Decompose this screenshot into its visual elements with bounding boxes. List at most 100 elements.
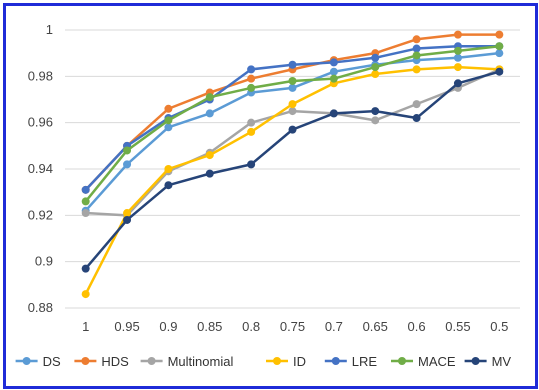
y-tick-label: 0.94 bbox=[28, 161, 53, 176]
x-tick-label: 1 bbox=[82, 319, 89, 334]
data-point bbox=[81, 290, 90, 299]
data-point bbox=[371, 116, 380, 125]
data-point bbox=[288, 83, 297, 92]
legend-item: LRE bbox=[324, 354, 378, 369]
legend-label: HDS bbox=[101, 354, 129, 369]
data-point bbox=[247, 65, 256, 74]
legend-item: MV bbox=[464, 354, 512, 369]
data-point bbox=[205, 93, 214, 102]
legend-item: Multinomial bbox=[140, 354, 234, 369]
legend-label: LRE bbox=[352, 354, 378, 369]
data-point bbox=[164, 116, 173, 125]
data-point bbox=[495, 42, 504, 51]
data-point bbox=[412, 35, 421, 44]
data-point bbox=[495, 49, 504, 58]
legend-marker bbox=[398, 357, 406, 365]
data-point bbox=[247, 127, 256, 136]
data-point bbox=[247, 160, 256, 169]
data-point bbox=[453, 79, 462, 88]
data-point bbox=[81, 185, 90, 194]
data-point bbox=[495, 67, 504, 76]
legend-item: MACE bbox=[391, 354, 456, 369]
series-lines bbox=[81, 30, 504, 299]
y-tick-label: 0.96 bbox=[28, 115, 53, 130]
data-point bbox=[123, 215, 132, 224]
data-point bbox=[123, 160, 132, 169]
data-point bbox=[288, 125, 297, 134]
data-point bbox=[81, 209, 90, 218]
data-point bbox=[329, 74, 338, 83]
data-point bbox=[329, 67, 338, 76]
x-tick-label: 0.6 bbox=[408, 319, 426, 334]
x-tick-label: 0.85 bbox=[197, 319, 222, 334]
data-point bbox=[412, 44, 421, 53]
data-point bbox=[453, 63, 462, 72]
x-tick-label: 0.8 bbox=[242, 319, 260, 334]
data-point bbox=[495, 30, 504, 39]
series-mace bbox=[81, 42, 504, 206]
data-point bbox=[453, 30, 462, 39]
legend-marker bbox=[471, 357, 480, 365]
data-point bbox=[329, 58, 338, 67]
legend-label: ID bbox=[293, 354, 306, 369]
data-point bbox=[453, 53, 462, 62]
x-axis: 1 0.95 0.9 0.85 0.8 0.75 0.7 0.65 0.6 0.55 0.5 bbox=[82, 319, 508, 334]
legend-label: DS bbox=[43, 354, 61, 369]
y-tick-label: 0.9 bbox=[35, 254, 53, 269]
x-tick-label: 0.65 bbox=[363, 319, 388, 334]
legend-marker bbox=[273, 357, 281, 365]
y-tick-label: 0.92 bbox=[28, 207, 53, 222]
data-point bbox=[247, 74, 256, 83]
x-tick-label: 0.75 bbox=[280, 319, 305, 334]
x-tick-label: 0.9 bbox=[159, 319, 177, 334]
data-point bbox=[81, 264, 90, 273]
legend-marker bbox=[147, 357, 156, 365]
data-point bbox=[164, 104, 173, 113]
legend-marker bbox=[22, 357, 31, 365]
gridlines bbox=[65, 29, 520, 309]
data-point bbox=[288, 76, 297, 85]
series-lre bbox=[81, 42, 504, 194]
x-tick-label: 0.55 bbox=[445, 319, 470, 334]
data-point bbox=[412, 100, 421, 109]
data-point bbox=[412, 114, 421, 123]
x-tick-label: 0.7 bbox=[325, 319, 343, 334]
data-point bbox=[164, 165, 173, 173]
y-tick-label: 0.88 bbox=[28, 300, 53, 315]
x-tick-label: 0.95 bbox=[114, 319, 139, 334]
y-tick-label: 1 bbox=[46, 22, 53, 37]
legend-marker bbox=[331, 357, 340, 365]
data-point bbox=[164, 123, 173, 132]
legend: DS HDS Multinomial ID LRE MACE MV bbox=[15, 354, 512, 369]
data-point bbox=[371, 63, 380, 72]
legend-label: MACE bbox=[418, 354, 456, 369]
x-tick-label: 0.5 bbox=[490, 319, 508, 334]
data-point bbox=[247, 83, 256, 92]
data-point bbox=[247, 118, 256, 127]
data-point bbox=[205, 109, 214, 118]
data-point bbox=[288, 100, 297, 109]
legend-item: HDS bbox=[74, 354, 129, 369]
legend-item: DS bbox=[15, 354, 61, 369]
y-tick-label: 0.98 bbox=[28, 68, 53, 83]
data-point bbox=[329, 109, 338, 118]
data-point bbox=[81, 197, 90, 206]
data-point bbox=[205, 169, 214, 178]
legend-item: ID bbox=[266, 354, 306, 369]
legend-label: Multinomial bbox=[168, 354, 234, 369]
data-point bbox=[205, 151, 214, 160]
data-point bbox=[453, 46, 462, 55]
series-mv bbox=[81, 67, 504, 273]
data-point bbox=[371, 70, 380, 79]
data-point bbox=[288, 60, 297, 69]
y-axis-ticks: 0.88 0.9 0.92 0.94 0.96 0.98 1 bbox=[28, 22, 53, 315]
data-point bbox=[412, 65, 421, 74]
data-point bbox=[123, 146, 132, 155]
legend-label: MV bbox=[492, 354, 512, 369]
data-point bbox=[164, 181, 173, 190]
data-point bbox=[288, 107, 297, 116]
data-point bbox=[123, 209, 132, 218]
legend-marker bbox=[81, 357, 90, 365]
data-point bbox=[371, 53, 380, 62]
